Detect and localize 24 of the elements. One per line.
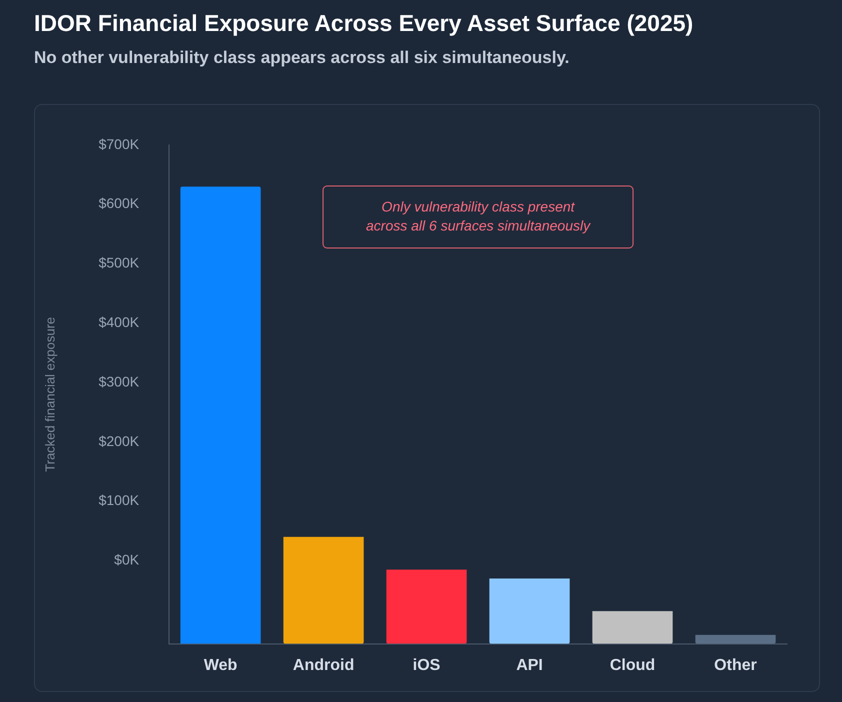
y-tick-label: $0K [114,552,140,568]
bar [386,570,467,644]
x-tick-label: Android [292,656,354,674]
y-tick-label: $400K [98,314,140,330]
y-tick-label: $600K [98,195,140,212]
x-tick-label: API [516,656,543,674]
y-tick-label: $300K [98,373,140,390]
chart-title: IDOR Financial Exposure Across Every Asset Surface (2025) [34,10,694,37]
y-tick-label: $200K [98,432,140,449]
y-tick-label: $500K [98,254,140,271]
x-tick-label: Other [714,656,757,674]
x-tick-label: Cloud [610,656,656,674]
y-tick-label: $700K [98,136,140,152]
bar [695,634,776,644]
x-tick-label: iOS [412,656,441,674]
x-tick-label: Web [204,656,238,674]
y-tick-label: $100K [98,492,140,508]
bar [180,186,261,644]
annotation: Only vulnerability class present across all 6 surfaces simultaneously [366,198,592,234]
chart-subtitle: No other vulnerability class appears across all six simultaneously. [34,48,570,68]
bar [283,536,364,644]
y-axis-title: Tracked financial exposure [42,316,58,472]
bar [592,611,673,644]
bar [489,578,570,644]
